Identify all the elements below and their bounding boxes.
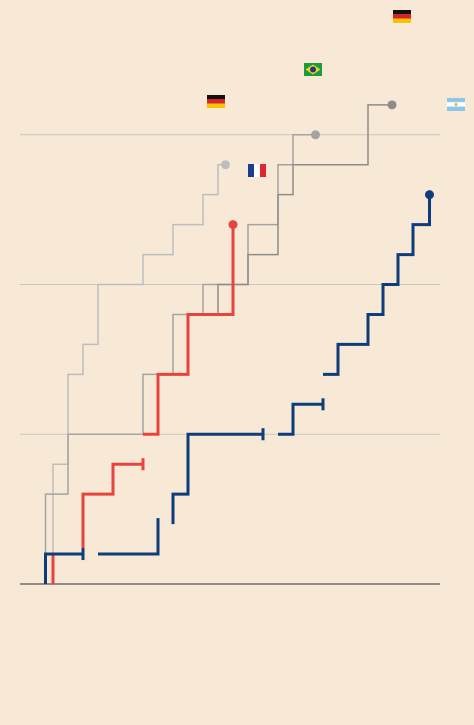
flag-brazil	[304, 63, 322, 76]
end-dot	[311, 130, 320, 140]
end-dot	[387, 100, 397, 110]
end-dot	[228, 220, 238, 230]
step-line	[157, 104, 392, 435]
flag-germany	[393, 10, 411, 23]
step-line	[52, 163, 226, 555]
flag-france	[248, 164, 266, 177]
flag-argentina	[447, 98, 465, 111]
step-line	[44, 194, 431, 584]
end-dot	[425, 190, 434, 200]
flag-germany	[207, 95, 225, 108]
end-dot	[221, 160, 230, 170]
